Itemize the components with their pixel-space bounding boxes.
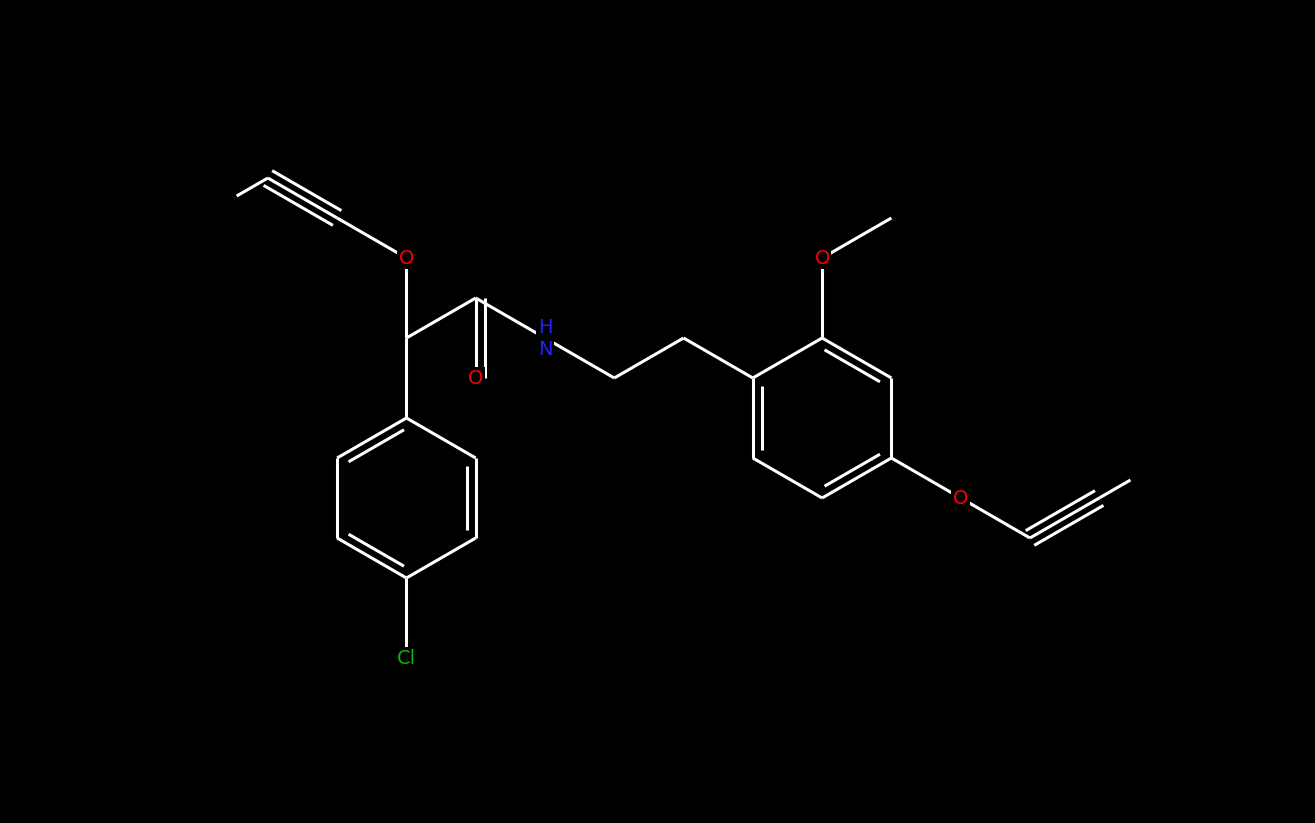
Text: O: O — [814, 249, 830, 267]
Text: O: O — [468, 369, 484, 388]
Text: O: O — [953, 489, 968, 508]
Text: O: O — [398, 249, 414, 267]
Text: H
N: H N — [538, 318, 552, 359]
Text: Cl: Cl — [397, 649, 416, 667]
